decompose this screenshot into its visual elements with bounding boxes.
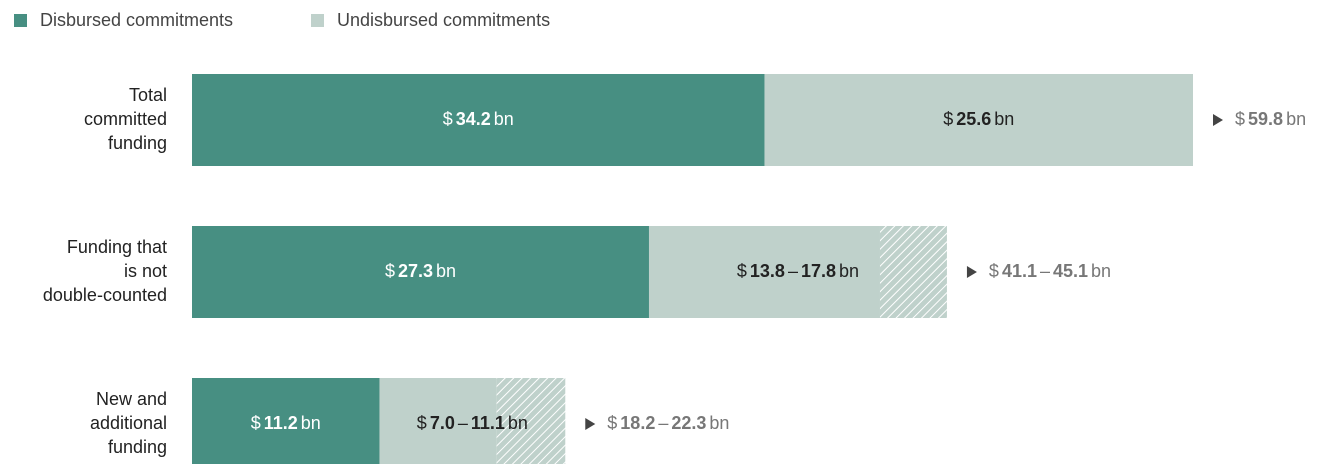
value-unit: – — [788, 261, 798, 281]
value-unit: bn — [301, 413, 321, 433]
value-label: $7.0–11.1 bn — [417, 413, 528, 433]
bar-undisbursed — [648, 226, 880, 318]
category-label: New and — [96, 389, 167, 409]
value-unit: bn — [839, 261, 859, 281]
value-unit: – — [1040, 261, 1050, 281]
value-label: $25.6 bn — [943, 109, 1014, 129]
value-number: 34.2 — [456, 109, 491, 129]
legend-label: Disbursed commitments — [40, 10, 233, 30]
value-unit: $ — [251, 413, 261, 433]
value-unit: bn — [994, 109, 1014, 129]
value-label: $18.2–22.3 bn — [607, 413, 729, 433]
value-unit: $ — [737, 261, 747, 281]
category-label: Funding that — [67, 237, 167, 257]
value-label: $41.1–45.1 bn — [989, 261, 1111, 281]
value-label: $27.3 bn — [385, 261, 456, 281]
value-number: 7.0 — [430, 413, 455, 433]
bar-disbursed — [192, 226, 649, 318]
value-unit: $ — [443, 109, 453, 129]
value-unit: bn — [709, 413, 729, 433]
value-unit: bn — [494, 109, 514, 129]
legend-label: Undisbursed commitments — [337, 10, 550, 30]
value-unit: $ — [989, 261, 999, 281]
value-number: 13.8 — [750, 261, 785, 281]
value-label: $11.2 bn — [251, 413, 321, 433]
value-unit: bn — [1091, 261, 1111, 281]
value-unit: $ — [607, 413, 617, 433]
value-unit: bn — [1286, 109, 1306, 129]
bar-undisbursed — [764, 74, 1193, 166]
value-unit: $ — [943, 109, 953, 129]
category-label: funding — [108, 437, 167, 457]
total-arrow — [585, 418, 596, 430]
value-number: 59.8 — [1248, 109, 1283, 129]
total-arrow — [966, 266, 977, 278]
value-label: $13.8–17.8 bn — [737, 261, 859, 281]
value-label: $34.2 bn — [443, 109, 514, 129]
total-arrow — [1213, 114, 1223, 126]
value-number: 11.1 — [471, 413, 505, 433]
value-number: 45.1 — [1053, 261, 1088, 281]
bar-undisbursed — [379, 378, 497, 464]
category-label: double-counted — [43, 285, 167, 305]
category-label: Total — [129, 85, 167, 105]
category-label: committed — [84, 109, 167, 129]
value-number: 27.3 — [398, 261, 433, 281]
bar-range — [496, 378, 566, 464]
value-number: 41.1 — [1002, 261, 1037, 281]
category-label: additional — [90, 413, 167, 433]
value-unit: bn — [436, 261, 456, 281]
legend-swatch — [311, 14, 324, 27]
value-number: 22.3 — [671, 413, 706, 433]
value-unit: $ — [417, 413, 427, 433]
value-unit: – — [458, 413, 468, 433]
value-number: 11.2 — [264, 413, 298, 433]
category-label: funding — [108, 133, 167, 153]
value-label: $59.8 bn — [1235, 109, 1306, 129]
category-label: is not — [124, 261, 167, 281]
legend-swatch — [14, 14, 27, 27]
bar-range — [879, 226, 947, 318]
value-number: 17.8 — [801, 261, 836, 281]
value-unit: $ — [385, 261, 395, 281]
bar-disbursed — [192, 378, 380, 464]
bar-disbursed — [192, 74, 765, 166]
value-unit: $ — [1235, 109, 1245, 129]
value-unit: bn — [508, 413, 528, 433]
value-number: 18.2 — [620, 413, 655, 433]
value-number: 25.6 — [956, 109, 991, 129]
value-unit: – — [658, 413, 668, 433]
